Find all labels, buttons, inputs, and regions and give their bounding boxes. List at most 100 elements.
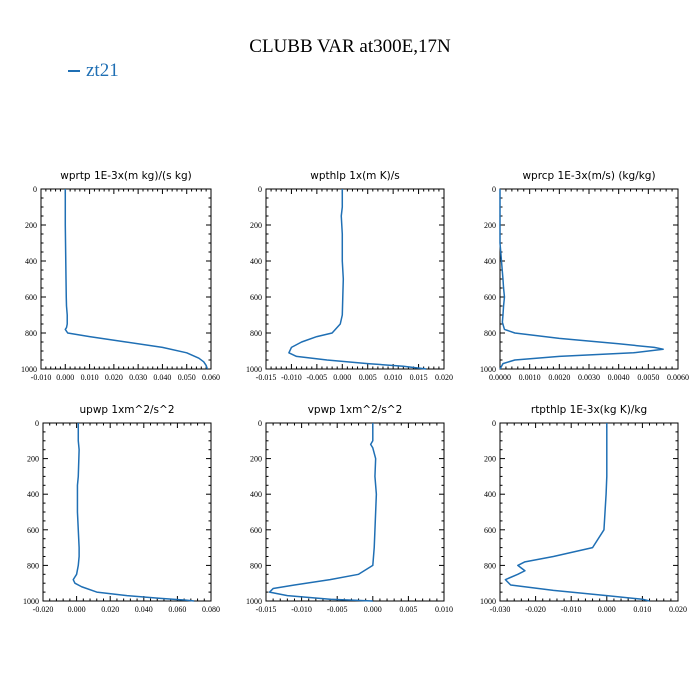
- x-tick-label: 0.020: [669, 605, 687, 614]
- y-tick-label: 1000: [246, 365, 262, 374]
- panel-1: wprtp 1E-3x(m kg)/(s kg) -0.010 0.000 0.010…: [21, 170, 220, 382]
- y-tick-label: 600: [484, 293, 496, 302]
- y-tick-label: 800: [250, 329, 262, 338]
- x-tick-label: 0.080: [202, 605, 220, 614]
- x-tick-label: 0.010: [633, 605, 651, 614]
- x-tick-label: 0.0010: [519, 373, 541, 382]
- y-tick-label: 200: [25, 221, 37, 230]
- plot-frame: [265, 188, 445, 370]
- x-tick-label: 0.000: [364, 605, 382, 614]
- x-tick-label: -0.010: [281, 373, 302, 382]
- y-tick-label: 800: [250, 561, 262, 570]
- legend-label: zt21: [86, 60, 119, 81]
- x-tick-label: 0.030: [129, 373, 147, 382]
- x-tick-label: 0.020: [101, 605, 119, 614]
- y-tick-label: 200: [484, 221, 496, 230]
- panel-title: wprcp 1E-3x(m/s) (kg/kg): [522, 170, 655, 182]
- x-tick-label: 0.060: [168, 605, 186, 614]
- y-tick-label: 200: [484, 455, 496, 464]
- panel-title: upwp 1xm^2/s^2: [80, 404, 175, 416]
- y-tick-label: 800: [484, 561, 496, 570]
- x-tick-label: 0.0030: [578, 373, 600, 382]
- x-tick-label: 0.010: [81, 373, 99, 382]
- y-tick-label: 200: [250, 455, 262, 464]
- y-tick-label: 600: [250, 293, 262, 302]
- y-tick-label: 400: [250, 490, 262, 499]
- y-tick-label: 1000: [23, 597, 39, 606]
- x-tick-label: 0.0060: [667, 373, 689, 382]
- legend-line-swatch: [68, 70, 80, 72]
- y-tick-label: 400: [25, 257, 37, 266]
- panel-title: vpwp 1xm^2/s^2: [308, 404, 403, 416]
- y-tick-label: 1000: [246, 597, 262, 606]
- panel-6: rtpthlp 1E-3x(kg K)/kg -0.030 -0.020 -0.010…: [480, 404, 687, 614]
- plot-frame: [499, 188, 679, 370]
- x-tick-label: 0.005: [359, 373, 377, 382]
- y-tick-label: 1000: [480, 597, 496, 606]
- legend: zt21: [68, 60, 119, 82]
- x-tick-label: 0.050: [178, 373, 196, 382]
- x-tick-label: 0.005: [399, 605, 417, 614]
- x-tick-label: 0.040: [135, 605, 153, 614]
- y-tick-label: 400: [484, 257, 496, 266]
- x-tick-label: 0.040: [153, 373, 171, 382]
- plot-frame: [42, 422, 212, 602]
- series-line-zt21: [72, 423, 195, 602]
- y-tick-label: 1000: [480, 365, 496, 374]
- y-tick-label: 0: [33, 185, 37, 194]
- series-line-zt21: [499, 189, 664, 370]
- y-tick-label: 0: [492, 185, 496, 194]
- panel-5: vpwp 1xm^2/s^2 -0.015 -0.010 -0.005 0.000 0.0…: [246, 404, 453, 614]
- x-tick-label: -0.020: [33, 605, 54, 614]
- y-tick-label: 400: [27, 490, 39, 499]
- y-tick-label: 200: [250, 221, 262, 230]
- panel-title: wprtp 1E-3x(m kg)/(s kg): [60, 170, 191, 182]
- figure-title: CLUBB VAR at300E,17N: [249, 36, 451, 57]
- x-tick-label: 0.020: [105, 373, 123, 382]
- y-tick-label: 800: [27, 561, 39, 570]
- panel-title: wpthlp 1x(m K)/s: [310, 170, 400, 182]
- x-tick-label: 0.000: [68, 605, 86, 614]
- x-tick-label: 0.020: [435, 373, 453, 382]
- panel-4: upwp 1xm^2/s^2 -0.020 0.000 0.020 0.040 0.060…: [23, 404, 220, 614]
- x-tick-label: 0.000: [333, 373, 351, 382]
- panel-title: rtpthlp 1E-3x(kg K)/kg: [531, 404, 647, 416]
- x-tick-label: -0.015: [256, 605, 277, 614]
- y-tick-label: 400: [250, 257, 262, 266]
- plot-frame: [499, 422, 679, 602]
- x-tick-label: 0.000: [598, 605, 616, 614]
- y-tick-label: 1000: [21, 365, 37, 374]
- y-tick-label: 0: [258, 185, 262, 194]
- y-tick-label: 600: [27, 526, 39, 535]
- series-line-zt21: [64, 189, 209, 370]
- x-tick-label: 0.000: [56, 373, 74, 382]
- y-tick-label: 200: [27, 455, 39, 464]
- y-tick-label: 600: [250, 526, 262, 535]
- y-tick-label: 400: [484, 490, 496, 499]
- series-line-zt21: [504, 423, 650, 602]
- x-tick-label: -0.010: [291, 605, 312, 614]
- panel-2: wpthlp 1x(m K)/s -0.015 -0.010 -0.005 0.000 0…: [246, 170, 453, 382]
- series-line-zt21: [288, 189, 427, 370]
- y-tick-label: 600: [484, 526, 496, 535]
- panel-3: wprcp 1E-3x(m/s) (kg/kg) 0.0000 0.0010 0.00…: [480, 170, 689, 382]
- x-tick-label: 0.0000: [489, 373, 511, 382]
- x-tick-label: -0.015: [256, 373, 277, 382]
- series-line-zt21: [268, 423, 378, 602]
- y-tick-label: 0: [258, 419, 262, 428]
- x-tick-label: -0.030: [490, 605, 511, 614]
- x-tick-label: -0.005: [307, 373, 328, 382]
- x-tick-label: 0.060: [202, 373, 220, 382]
- x-tick-label: -0.010: [561, 605, 582, 614]
- y-tick-label: 800: [25, 329, 37, 338]
- x-tick-label: 0.0040: [608, 373, 630, 382]
- x-tick-label: 0.015: [410, 373, 428, 382]
- y-tick-label: 0: [35, 419, 39, 428]
- y-tick-label: 600: [25, 293, 37, 302]
- y-tick-label: 0: [492, 419, 496, 428]
- x-tick-label: -0.020: [525, 605, 546, 614]
- y-tick-label: 800: [484, 329, 496, 338]
- x-tick-label: 0.010: [435, 605, 453, 614]
- x-tick-label: 0.010: [384, 373, 402, 382]
